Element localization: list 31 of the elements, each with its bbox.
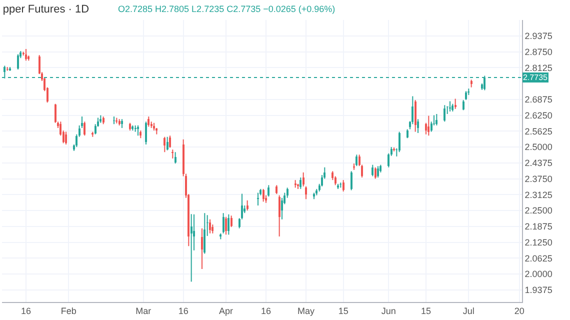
y-tick-label: 2.0000 bbox=[524, 269, 552, 280]
y-tick-label: 1.9375 bbox=[524, 285, 552, 296]
chart-title: pper Futures · 1D bbox=[2, 4, 90, 16]
y-tick-label: 2.3750 bbox=[524, 174, 552, 184]
y-tick-label: 2.5000 bbox=[524, 142, 552, 152]
y-tick-label: 2.2500 bbox=[524, 206, 552, 216]
x-tick-label: Apr bbox=[218, 306, 234, 316]
text: O2.7285 H2.7805 L2.7235 C2.7735 −0.0265 (+0.96%) bbox=[118, 4, 336, 14]
x-tick-label: Mar bbox=[136, 306, 152, 316]
y-tick-label: 2.1875 bbox=[524, 222, 552, 232]
y-tick-label: 2.6250 bbox=[524, 110, 552, 120]
y-tick-label: 2.9375 bbox=[524, 31, 552, 42]
y-tick-label: 2.1250 bbox=[524, 237, 552, 248]
y-tick-label: 2.4375 bbox=[524, 158, 552, 168]
y-tick-label: 2.8750 bbox=[524, 46, 552, 57]
ref-line-label: 2.7735 bbox=[523, 73, 548, 82]
x-tick-label: 16 bbox=[260, 306, 272, 316]
y-tick-label: 2.8125 bbox=[524, 62, 552, 73]
x-tick-label: Feb bbox=[60, 306, 76, 316]
y-tick-label: 2.3125 bbox=[524, 190, 552, 200]
y-tick-label: 2.5625 bbox=[524, 126, 552, 136]
x-tick-label: Jul bbox=[462, 306, 474, 316]
x-tick-label: 16 bbox=[178, 306, 188, 316]
x-tick-label: 15 bbox=[338, 306, 348, 316]
x-tick-label: 20 bbox=[514, 306, 524, 316]
x-tick-label: Jun bbox=[381, 306, 396, 316]
x-tick-label: 15 bbox=[420, 306, 432, 316]
y-tick-label: 2.6875 bbox=[524, 94, 552, 105]
x-tick-label: May bbox=[297, 306, 315, 316]
y-tick-label: 2.0625 bbox=[524, 253, 552, 264]
x-tick-label: 16 bbox=[20, 306, 32, 316]
